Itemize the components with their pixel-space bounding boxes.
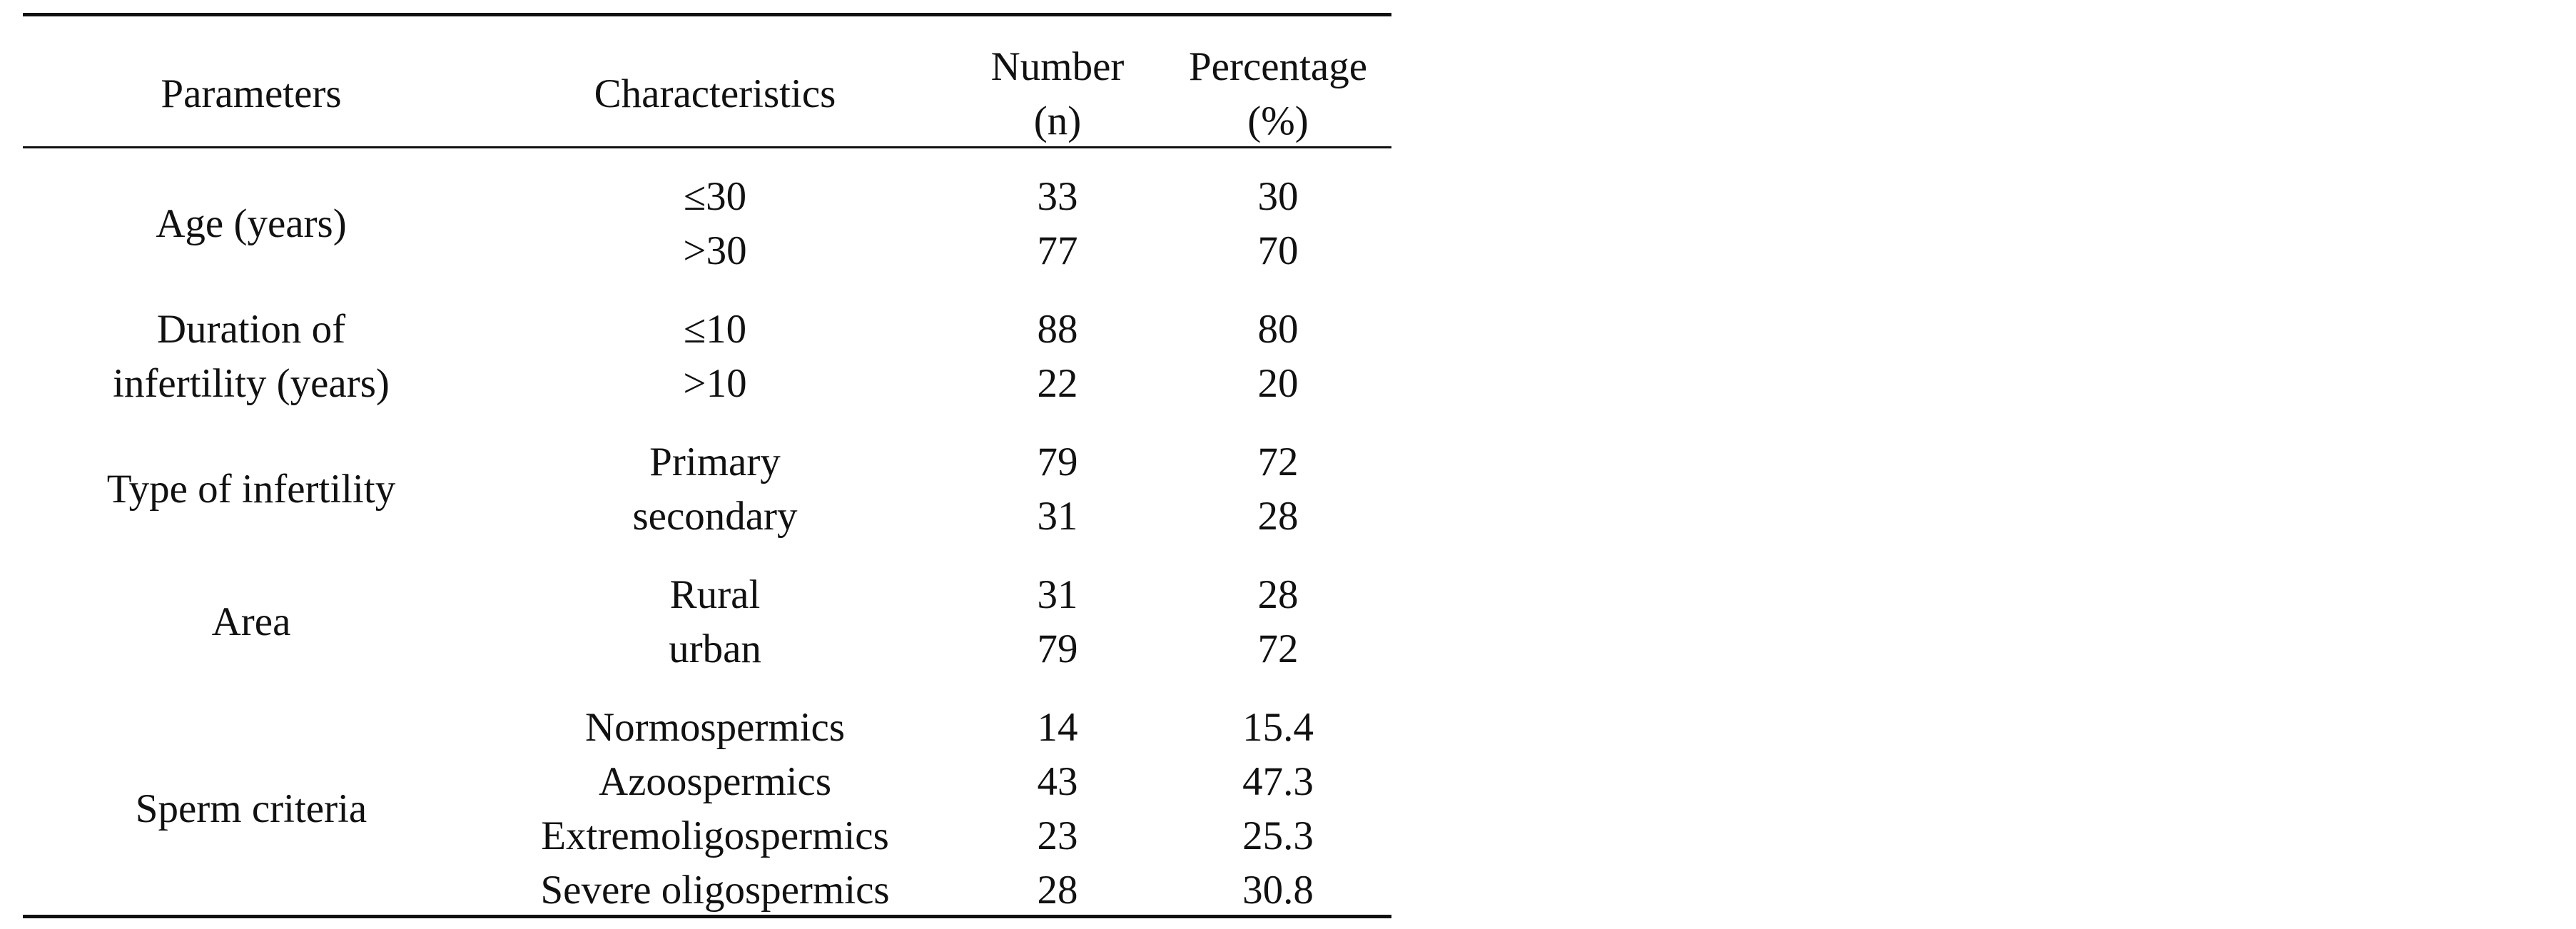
characteristic-cell: >10	[683, 361, 747, 406]
number-cell: 22	[1037, 361, 1078, 406]
percentage-cell: 72	[1257, 440, 1299, 484]
percentage-cell: 15.4	[1242, 705, 1314, 750]
characteristic-cell: Primary	[649, 440, 781, 484]
parameter-label: Duration of	[156, 307, 346, 352]
number-cell: 33	[1037, 174, 1078, 219]
number-cell: 77	[1037, 228, 1078, 273]
characteristic-cell: ≤10	[683, 307, 747, 352]
parameter-label: Area	[211, 599, 291, 644]
parameter-label: Type of infertility	[106, 467, 396, 512]
top-rule	[23, 13, 1391, 16]
characteristic-cell: Extremoligospermics	[541, 813, 889, 858]
percentage-cell: 30.8	[1242, 868, 1314, 913]
characteristic-cell: Rural	[669, 572, 761, 617]
header-percentage-line2: (%)	[1247, 98, 1309, 143]
characteristic-cell: Normospermics	[584, 705, 846, 750]
percentage-cell: 20	[1257, 361, 1299, 406]
number-cell: 79	[1037, 440, 1078, 484]
characteristic-cell: secondary	[632, 494, 798, 539]
percentage-cell: 47.3	[1242, 759, 1314, 804]
number-cell: 31	[1037, 572, 1078, 617]
number-cell: 28	[1037, 868, 1078, 913]
header-characteristics: Characteristics	[594, 71, 836, 116]
parameter-label: Age (years)	[156, 201, 347, 246]
header-parameters: Parameters	[161, 71, 342, 116]
characteristic-cell: urban	[669, 626, 761, 671]
percentage-cell: 72	[1257, 626, 1299, 671]
bottom-rule	[23, 915, 1391, 918]
percentage-cell: 28	[1257, 572, 1299, 617]
parameter-label: Sperm criteria	[135, 786, 367, 831]
number-cell: 79	[1037, 626, 1078, 671]
characteristic-cell: ≤30	[683, 174, 747, 219]
characteristic-cell: >30	[683, 228, 747, 273]
header-percentage-line1: Percentage	[1188, 44, 1367, 89]
header-rule	[23, 146, 1391, 148]
characteristic-cell: Severe oligospermics	[540, 868, 890, 913]
characteristic-cell: Azoospermics	[598, 759, 832, 804]
percentage-cell: 80	[1257, 307, 1299, 352]
number-cell: 43	[1037, 759, 1078, 804]
parameter-label: infertility (years)	[113, 361, 390, 406]
header-number-line1: Number	[990, 44, 1125, 89]
percentage-cell: 28	[1257, 494, 1299, 539]
number-cell: 31	[1037, 494, 1078, 539]
percentage-cell: 70	[1257, 228, 1299, 273]
number-cell: 14	[1037, 705, 1078, 750]
percentage-cell: 25.3	[1242, 813, 1314, 858]
percentage-cell: 30	[1257, 174, 1299, 219]
number-cell: 23	[1037, 813, 1078, 858]
number-cell: 88	[1037, 307, 1078, 352]
header-number-line2: (n)	[1033, 98, 1082, 143]
